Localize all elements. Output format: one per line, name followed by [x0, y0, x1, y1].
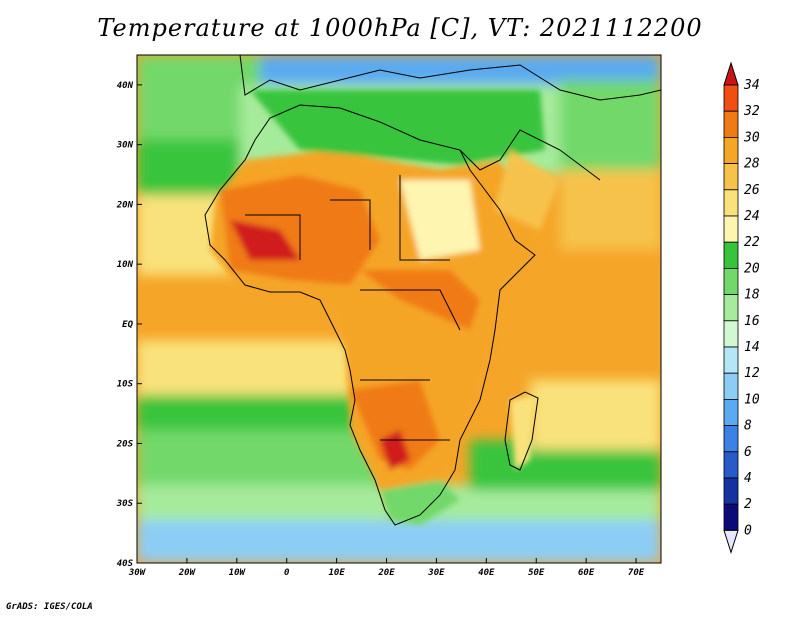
lat-tick-label: 10N: [117, 260, 134, 270]
lat-tick-label: 30N: [116, 141, 134, 151]
colorbar-swatch: [723, 372, 739, 400]
colorbar-label: 4: [744, 471, 752, 486]
colorbar-swatch: [723, 451, 739, 479]
longitude-ticks: 30W 20W 10W 0 10E 20E 30E 40E 50E 60E 70E: [128, 558, 645, 578]
colorbar-label: 28: [744, 157, 760, 172]
temperature-field: [137, 55, 661, 563]
lon-tick-label: 10E: [328, 568, 345, 578]
lat-tick-label: 40S: [117, 559, 134, 569]
colorbar-label: 34: [743, 78, 760, 93]
lon-tick-label: 30E: [427, 568, 445, 578]
colorbar-label: 12: [744, 366, 760, 381]
colorbar-label: 32: [743, 104, 760, 119]
lat-tick-label: 20S: [116, 439, 134, 449]
colorbar-swatch: [723, 503, 739, 531]
lat-tick-label: 30S: [116, 499, 134, 509]
colorbar-label: 16: [744, 314, 760, 329]
lon-tick-label: 50E: [528, 568, 545, 578]
colorbar-top-arrow: [723, 61, 739, 86]
colorbar-swatch: [723, 267, 739, 295]
colorbar-bottom-arrow: [723, 529, 739, 555]
colorbar-swatch: [723, 398, 739, 426]
colorbar-swatch: [723, 189, 739, 217]
colorbar-swatch: [723, 477, 739, 505]
colorbar-label: 6: [744, 445, 752, 460]
colorbar-label: 26: [744, 183, 760, 198]
colorbar-swatch: [723, 136, 739, 164]
colorbar-label: 30: [743, 130, 760, 145]
colorbar-swatch: [723, 320, 739, 348]
lon-tick-label: 70E: [628, 568, 645, 578]
colorbar-label: 18: [744, 288, 760, 303]
chart-title: Temperature at 1000hPa [C], VT: 20211122…: [97, 14, 703, 42]
lon-tick-label: 60E: [578, 568, 595, 578]
lon-tick-label: 40E: [478, 568, 495, 578]
colorbar-swatch: [723, 425, 739, 453]
colorbar-label: 0: [744, 523, 752, 538]
lon-tick-label: 30W: [128, 568, 147, 578]
lon-tick-label: 20E: [377, 568, 395, 578]
colorbar-label: 14: [744, 340, 760, 355]
colorbar-swatch: [723, 294, 739, 322]
colorbar-swatch: [723, 215, 739, 243]
colorbar-label: 24: [744, 209, 760, 224]
colorbar-label: 20: [744, 261, 760, 276]
coastlines: [204, 55, 661, 526]
colorbar-swatch: [723, 346, 739, 374]
latitude-ticks: 40N 30N 20N 10N EQ 10S 20S 30S 40S: [116, 81, 142, 569]
credit-text: GrADS: IGES/COLA: [6, 602, 93, 612]
lon-tick-label: 10W: [229, 568, 247, 578]
lat-tick-label: 40N: [117, 81, 134, 91]
colorbar-label: 2: [744, 497, 752, 512]
colorbar-label: 10: [744, 392, 760, 407]
colorbar-label: 22: [744, 235, 760, 250]
colorbar-swatch: [723, 84, 739, 112]
colorbar-swatch: [723, 163, 739, 191]
colorbar-swatch: [723, 241, 739, 269]
lat-tick-label: 20N: [116, 200, 134, 210]
colorbar-swatch: [723, 110, 739, 138]
map-frame: [136, 54, 662, 564]
lat-tick-label: EQ: [122, 320, 133, 330]
lat-tick-label: 10S: [117, 380, 134, 390]
lon-tick-label: 0: [284, 568, 290, 578]
lon-tick-label: 20W: [178, 568, 197, 578]
colorbar-label: 8: [744, 419, 752, 434]
